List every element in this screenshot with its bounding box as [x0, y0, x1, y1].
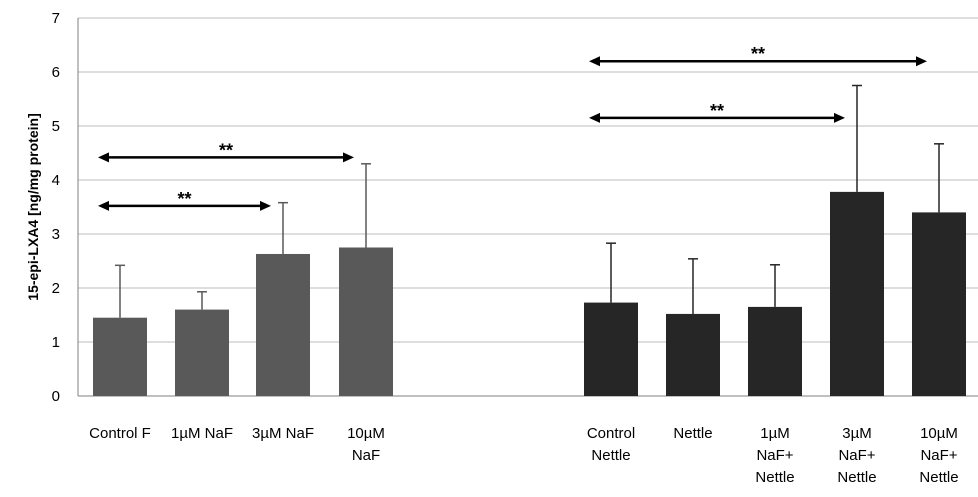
x-tick-label: Control [587, 425, 635, 442]
significance-arrow-head-left [589, 56, 600, 67]
significance-arrow-head-right [834, 112, 845, 123]
x-tick-label: 10µM [920, 425, 958, 442]
x-tick-label: Nettle [673, 425, 712, 442]
significance-label: ** [177, 189, 191, 209]
y-tick-label: 0 [52, 388, 60, 405]
x-tick-label: Control F [89, 425, 151, 442]
x-tick-label: 1µM NaF [171, 425, 233, 442]
x-axis-labels: Control F 1µM NaF 3µM NaF 10µM NaF Control Net… [89, 425, 958, 486]
significance-arrow-head-right [916, 56, 927, 67]
significance-label: ** [219, 140, 233, 160]
y-tick-label: 7 [52, 10, 60, 27]
x-tick-label: Nettle [591, 447, 630, 464]
y-tick-label: 2 [52, 280, 60, 297]
x-tick-label: 10µM [347, 425, 385, 442]
x-tick-label: Nettle [755, 469, 794, 486]
significance-arrow-head-left [589, 112, 600, 123]
y-tick-label: 5 [52, 118, 60, 135]
significance-label: ** [710, 101, 724, 121]
significance-label: ** [751, 44, 765, 64]
significance-markers: ** ** ** ** [98, 44, 927, 211]
y-tick-label: 4 [52, 172, 60, 189]
significance-arrow-head-left [98, 200, 109, 211]
y-axis-ticks: 0 1 2 3 4 5 6 7 [52, 10, 60, 405]
x-tick-label: NaF+ [756, 447, 793, 464]
y-axis-label: 15-epi-LXA4 [ng/mg protein] [25, 113, 41, 300]
x-tick-label: 3µM NaF [252, 425, 314, 442]
bar [830, 191, 884, 396]
bar [93, 317, 147, 396]
x-tick-label: NaF+ [920, 447, 957, 464]
bar [666, 313, 720, 396]
y-tick-label: 1 [52, 334, 60, 351]
bar [912, 212, 966, 396]
x-tick-label: Nettle [919, 469, 958, 486]
bar [175, 309, 229, 396]
significance-arrow-head-right [343, 152, 354, 163]
x-tick-label: 1µM [760, 425, 789, 442]
bar [256, 253, 310, 396]
x-tick-label: 3µM [842, 425, 871, 442]
y-tick-label: 6 [52, 64, 60, 81]
significance-arrow-head-right [260, 200, 271, 211]
error-bars [115, 84, 944, 318]
bar [748, 306, 802, 396]
y-tick-label: 3 [52, 226, 60, 243]
x-tick-label: Nettle [837, 469, 876, 486]
bar [339, 247, 393, 396]
x-tick-label: NaF [352, 447, 380, 464]
bar [584, 302, 638, 396]
significance-arrow-head-left [98, 152, 109, 163]
bars [93, 191, 966, 396]
x-tick-label: NaF+ [838, 447, 875, 464]
